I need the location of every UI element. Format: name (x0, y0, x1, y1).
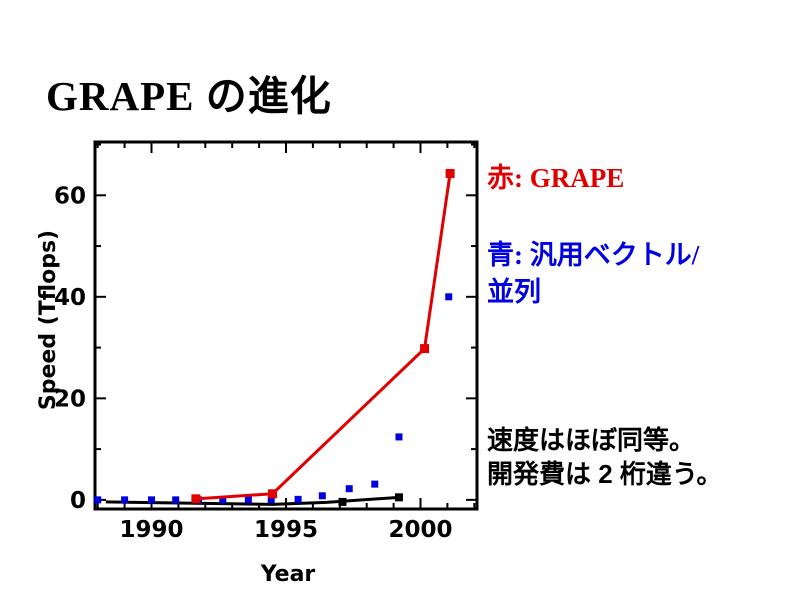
data-point-marker (445, 168, 455, 178)
data-point-marker (121, 496, 129, 504)
series-grape (191, 168, 455, 504)
y-axis-ticks: 0 20 40 60 (54, 143, 477, 514)
annotation-note: 速度はほぼ同等。 開発費は 2 桁違う。 (487, 423, 722, 491)
legend-grape-red: 赤: GRAPE (487, 163, 625, 193)
y-tick-label: 20 (54, 386, 86, 412)
data-point-marker (267, 496, 275, 504)
x-tick-label: 2000 (388, 517, 452, 543)
data-point-marker (394, 493, 403, 502)
data-point-marker (420, 344, 430, 354)
data-point-marker (191, 494, 201, 504)
slide-title: GRAPE の進化 (46, 73, 332, 119)
data-point-marker (244, 496, 252, 504)
data-point-marker (338, 497, 347, 506)
data-point-marker (268, 489, 278, 499)
chart-frame (93, 140, 479, 511)
data-point-marker (445, 293, 453, 301)
data-point-marker (345, 485, 353, 493)
annotation-line2: 開発費は 2 桁違う。 (487, 459, 723, 489)
y-tick-label: 0 (70, 488, 86, 514)
series-black-baseline (105, 493, 403, 506)
x-axis-label: Year (260, 562, 316, 587)
legend-vector-parallel-line2: 並列 (487, 277, 541, 307)
y-tick-label: 40 (54, 285, 86, 311)
x-axis-ticks: 1990 1995 2000 (96, 142, 476, 543)
data-point-marker (219, 496, 227, 504)
annotation-line1: 速度はほぼ同等。 (487, 425, 696, 455)
data-point-marker (371, 480, 379, 488)
series-vector-parallel (94, 293, 453, 504)
data-point-marker (318, 492, 326, 500)
x-tick-label: 1995 (254, 517, 318, 543)
data-point-marker (294, 495, 302, 503)
data-point-marker (172, 496, 180, 504)
data-point-marker (94, 496, 102, 504)
legend-vector-parallel-line1: 青: 汎用ベクトル/ (487, 240, 700, 270)
data-point-marker (147, 496, 155, 504)
legend-vector-parallel-blue: 青: 汎用ベクトル/ 並列 (487, 237, 699, 311)
y-tick-label: 60 (54, 183, 86, 209)
y-axis-label: Speed (Tflops) (36, 230, 61, 410)
data-point-marker (395, 433, 403, 441)
x-tick-label: 1990 (119, 517, 183, 543)
